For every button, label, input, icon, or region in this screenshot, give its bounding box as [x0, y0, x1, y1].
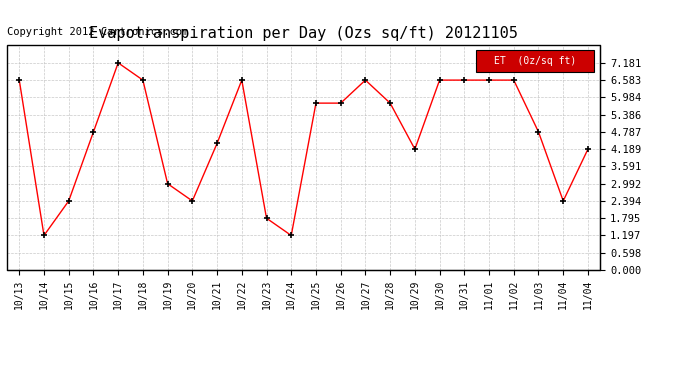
FancyBboxPatch shape — [475, 50, 594, 72]
Text: Evapotranspiration per Day (Ozs sq/ft) 20121105: Evapotranspiration per Day (Ozs sq/ft) 2… — [89, 26, 518, 41]
Text: ET  (0z/sq ft): ET (0z/sq ft) — [494, 56, 576, 66]
Text: Copyright 2012 Cartronics.com: Copyright 2012 Cartronics.com — [7, 27, 188, 37]
